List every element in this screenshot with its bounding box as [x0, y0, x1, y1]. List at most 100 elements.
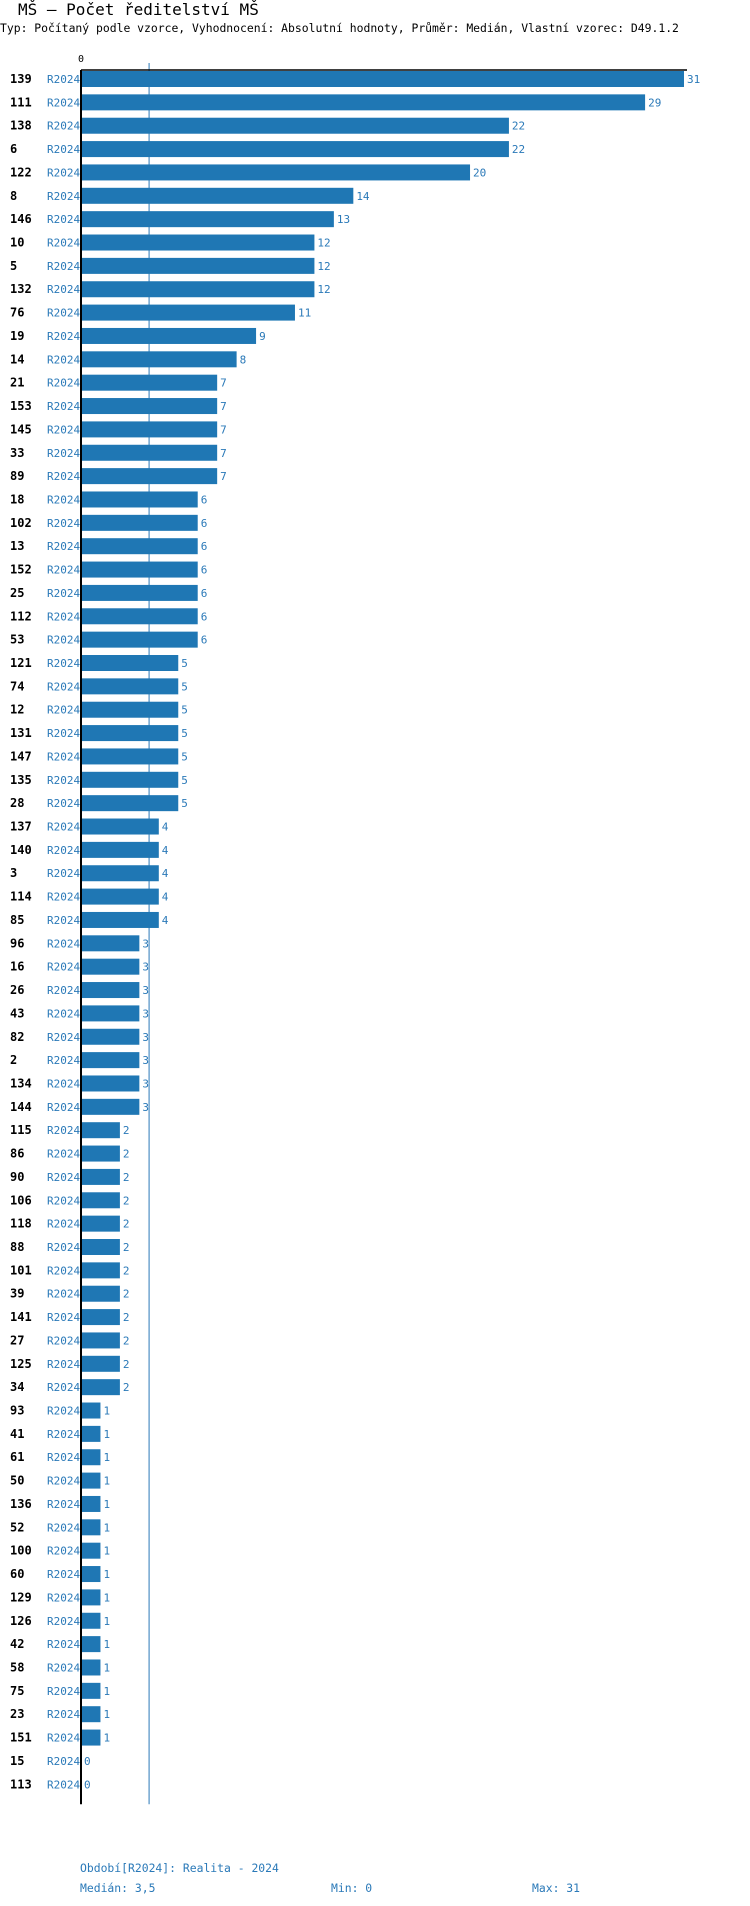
row-label: 18	[10, 492, 24, 506]
row-label: 16	[10, 960, 24, 974]
value-label: 1	[103, 1685, 110, 1698]
value-label: 13	[337, 213, 350, 226]
value-label: 2	[123, 1358, 130, 1371]
bar	[81, 1449, 101, 1466]
bar	[81, 374, 218, 391]
value-label: 6	[201, 587, 208, 600]
bar	[81, 1168, 120, 1185]
value-label: 1	[103, 1638, 110, 1651]
period-label: R2024	[47, 1661, 80, 1674]
row-label: 23	[10, 1707, 24, 1721]
row-label: 153	[10, 399, 32, 413]
value-label: 29	[648, 96, 661, 109]
row-label: 33	[10, 446, 24, 460]
period-label: R2024	[47, 1194, 80, 1207]
value-label: 4	[162, 891, 169, 904]
period-label: R2024	[47, 1054, 80, 1067]
bar	[81, 771, 179, 788]
period-label: R2024	[47, 1475, 80, 1488]
period-label: R2024	[47, 447, 80, 460]
value-label: 5	[181, 657, 188, 670]
value-label: 20	[473, 166, 486, 179]
bar	[81, 421, 218, 438]
period-label: R2024	[47, 680, 80, 693]
row-label: 41	[10, 1427, 24, 1441]
bar	[81, 1519, 101, 1536]
bar	[81, 468, 218, 485]
bar	[81, 1542, 101, 1559]
value-label: 7	[220, 470, 227, 483]
row-label: 14	[10, 352, 24, 366]
row-label: 115	[10, 1123, 32, 1137]
value-label: 7	[220, 423, 227, 436]
row-label: 138	[10, 119, 32, 133]
bar	[81, 257, 315, 274]
bar	[81, 795, 179, 812]
value-label: 5	[181, 774, 188, 787]
value-label: 1	[103, 1498, 110, 1511]
value-label: 2	[123, 1218, 130, 1231]
period-label: R2024	[47, 1591, 80, 1604]
row-label: 28	[10, 796, 24, 810]
row-label: 137	[10, 820, 32, 834]
bar	[81, 1636, 101, 1653]
row-label: 141	[10, 1310, 32, 1324]
row-label: 136	[10, 1497, 32, 1511]
value-label: 3	[142, 1054, 149, 1067]
value-label: 1	[103, 1708, 110, 1721]
bar	[81, 117, 509, 134]
bar	[81, 281, 315, 298]
period-label: R2024	[47, 1381, 80, 1394]
period-label: R2024	[47, 73, 80, 86]
row-label: 42	[10, 1637, 24, 1651]
bar	[81, 187, 354, 204]
period-label: R2024	[47, 727, 80, 740]
row-label: 10	[10, 236, 24, 250]
period-label: R2024	[47, 493, 80, 506]
value-label: 2	[123, 1264, 130, 1277]
period-label: R2024	[47, 1778, 80, 1791]
row-label: 75	[10, 1684, 24, 1698]
row-label: 122	[10, 165, 32, 179]
min-stat: Min: 0	[331, 1881, 373, 1895]
row-label: 151	[10, 1731, 32, 1745]
period-label: R2024	[47, 213, 80, 226]
bar	[81, 1028, 140, 1045]
period-label: R2024	[47, 1638, 80, 1651]
period-label: R2024	[47, 1311, 80, 1324]
bar	[81, 164, 471, 181]
period-label: R2024	[47, 1077, 80, 1090]
value-label: 4	[162, 867, 169, 880]
bar	[81, 94, 646, 111]
bar	[81, 1402, 101, 1419]
bar	[81, 1729, 101, 1746]
bar	[81, 608, 198, 625]
row-label: 118	[10, 1217, 32, 1231]
bar	[81, 211, 334, 228]
period-label: R2024	[47, 1031, 80, 1044]
value-label: 1	[103, 1568, 110, 1581]
value-label: 2	[123, 1194, 130, 1207]
value-label: 1	[103, 1661, 110, 1674]
row-label: 126	[10, 1614, 32, 1628]
bar	[81, 1005, 140, 1022]
bar	[81, 1495, 101, 1512]
period-label: R2024	[47, 260, 80, 273]
value-label: 5	[181, 680, 188, 693]
bar	[81, 1379, 120, 1396]
period-label: R2024	[47, 844, 80, 857]
value-label: 2	[123, 1124, 130, 1137]
chart-title: MŠ – Počet ředitelství MŠ	[18, 0, 259, 19]
period-label: R2024	[47, 1358, 80, 1371]
bar	[81, 911, 159, 928]
period-label: R2024	[47, 423, 80, 436]
row-label: 89	[10, 469, 24, 483]
period-label: R2024	[47, 1521, 80, 1534]
period-label: R2024	[47, 1498, 80, 1511]
row-label: 3	[10, 866, 17, 880]
period-label: R2024	[47, 750, 80, 763]
period-label: R2024	[47, 1171, 80, 1184]
value-label: 4	[162, 914, 169, 927]
bar	[81, 655, 179, 671]
period-label: R2024	[47, 984, 80, 997]
